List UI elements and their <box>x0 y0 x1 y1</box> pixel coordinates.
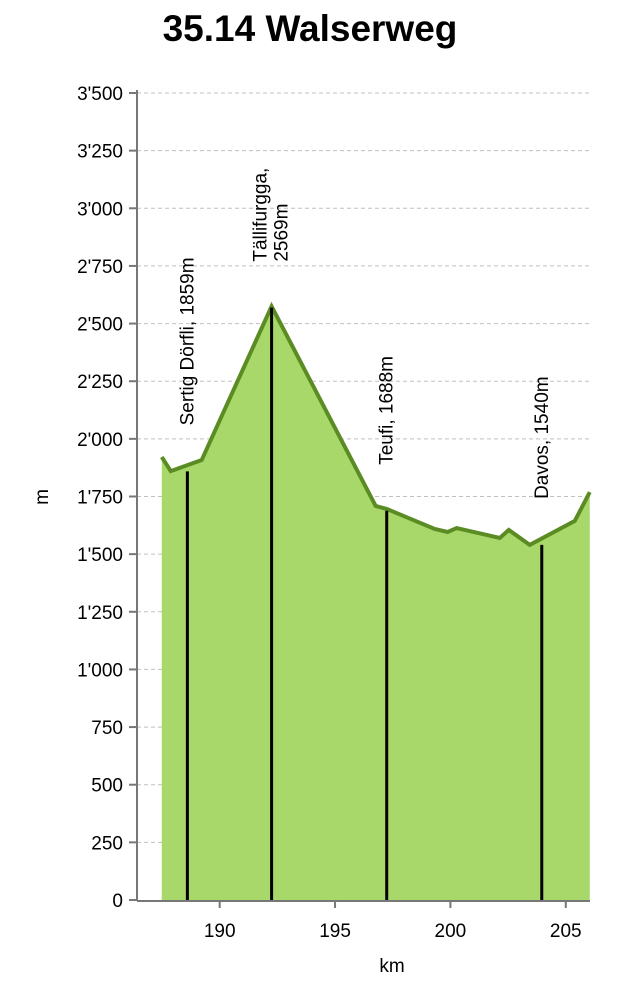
y-axis-label: m <box>32 489 53 505</box>
y-tick-label: 3'500 <box>77 84 123 105</box>
y-tick-label: 1'500 <box>77 545 123 566</box>
y-tick-label: 2'500 <box>77 315 123 336</box>
y-tick-label: 3'000 <box>77 199 123 220</box>
x-tick-label: 205 <box>550 921 582 942</box>
waypoint-label: 2569m <box>272 204 293 262</box>
waypoint-label: Teufi, 1688m <box>377 356 398 465</box>
elevation-line <box>160 301 592 548</box>
x-tick-label: 190 <box>204 921 236 942</box>
y-tick-label: 0 <box>112 891 123 912</box>
elevation-area <box>161 306 590 900</box>
waypoint-label: Tällifurgga, <box>251 168 272 262</box>
x-tick-label: 195 <box>319 921 351 942</box>
y-tick-label: 1'000 <box>77 660 123 681</box>
y-tick-label: 500 <box>91 776 123 797</box>
x-axis-label: km <box>379 956 404 977</box>
y-tick-label: 750 <box>91 718 123 739</box>
chart-title: 35.14 Walserweg <box>162 8 458 49</box>
y-tick-label: 1'750 <box>77 488 123 509</box>
y-tick-label: 2'000 <box>77 430 123 451</box>
y-tick-label: 2'250 <box>77 372 123 393</box>
y-tick-label: 1'250 <box>77 603 123 624</box>
waypoint-label: Sertig Dörfli, 1859m <box>177 257 198 425</box>
waypoint-label: Davos, 1540m <box>532 376 553 499</box>
y-tick-label: 3'250 <box>77 142 123 163</box>
x-tick-label: 200 <box>435 921 467 942</box>
y-tick-label: 2'750 <box>77 257 123 278</box>
y-tick-label: 250 <box>91 833 123 854</box>
